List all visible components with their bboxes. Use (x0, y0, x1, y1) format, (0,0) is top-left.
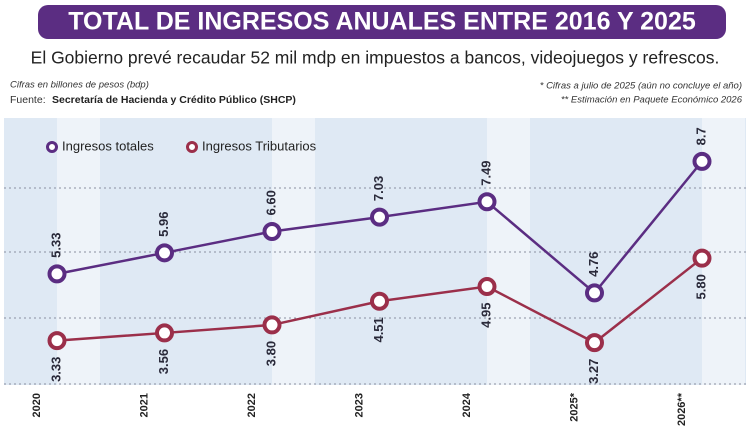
data-point (47, 264, 67, 284)
value-label: 5.80 (693, 274, 708, 299)
legend-label: Ingresos totales (62, 138, 154, 153)
chart-title: TOTAL DE INGRESOS ANUALES ENTRE 2016 Y 2… (68, 8, 696, 36)
value-label: 7.03 (371, 176, 386, 201)
x-tick-label: 2025* (568, 392, 580, 421)
value-label: 5.33 (48, 233, 63, 258)
value-label: 4.95 (478, 303, 493, 328)
data-point (370, 291, 389, 311)
data-point (262, 315, 282, 335)
value-label: 5.96 (156, 212, 171, 237)
x-tick-label: 2023 (353, 393, 365, 417)
x-tick-label: 2026** (676, 392, 688, 426)
value-label: 6.60 (263, 190, 278, 215)
legend-marker (46, 141, 58, 153)
note: * Cifras a julio de 2025 (aún no concluy… (540, 81, 742, 92)
data-point (692, 151, 712, 171)
plot-background (4, 118, 746, 385)
note: ** Estimación en Paquete Económico 2026 (561, 95, 743, 106)
x-tick-label: 2022 (246, 393, 258, 417)
data-point (370, 207, 389, 227)
value-label: 3.33 (48, 357, 63, 382)
value-label: 3.27 (586, 359, 601, 384)
value-label: 7.49 (478, 160, 493, 185)
value-label: 3.56 (156, 349, 171, 374)
data-point (155, 243, 174, 263)
stripe (272, 118, 315, 385)
plot: Ingresos totales Ingresos Tributarios 5.33… (31, 127, 712, 426)
data-point (692, 248, 712, 268)
units-note: Cifras en billones de pesos (bdp) (10, 80, 149, 91)
value-label: 4.76 (586, 252, 601, 277)
data-point (477, 277, 497, 297)
data-point (262, 221, 282, 241)
x-tick-label: 2021 (138, 393, 150, 417)
value-label: 8.7 (693, 127, 708, 145)
x-tick-label: 2020 (31, 393, 43, 417)
source: Secretaría de Hacienda y Crédito Público… (52, 94, 296, 106)
data-point (155, 323, 174, 343)
data-point (585, 333, 604, 353)
value-label: 4.51 (371, 317, 386, 342)
legend-label: Ingresos Tributarios (202, 138, 317, 153)
x-tick-label: 2024 (461, 392, 473, 417)
data-point (47, 331, 67, 351)
source-label: Fuente: (10, 94, 46, 106)
subtitle: El Gobierno prevé recaudar 52 mil mdp en… (31, 48, 720, 68)
stripe (487, 118, 530, 385)
data-point (585, 283, 604, 303)
title-bar (38, 5, 726, 39)
legend-marker (186, 141, 198, 153)
value-label: 3.80 (263, 341, 278, 366)
data-point (477, 192, 497, 212)
